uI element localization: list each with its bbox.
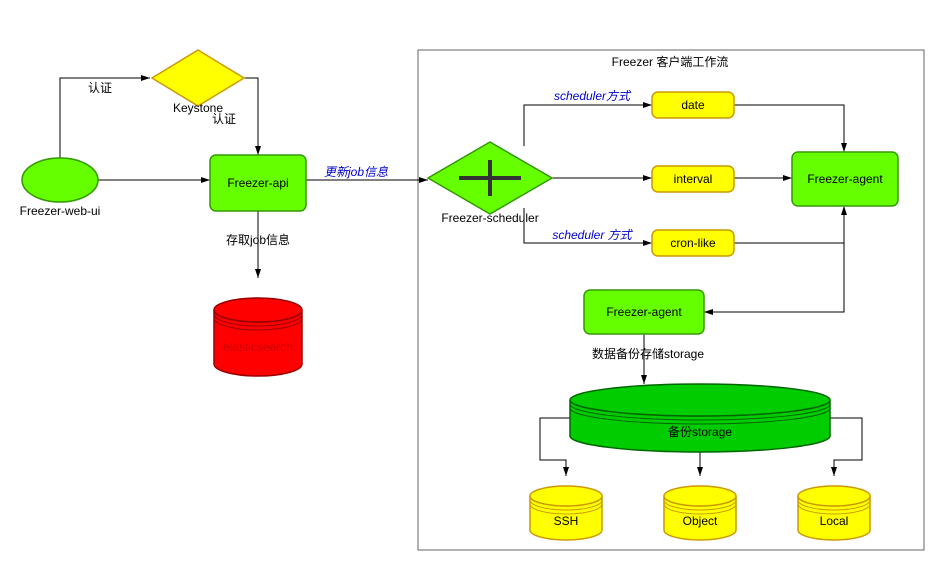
elastic-label: elasticsearch [223,340,293,354]
web_ui-label: Freezer-web-ui [20,204,101,218]
backup-label: 备份storage [668,425,732,439]
keystone-label: Keystone [173,101,223,115]
edge-label-12: 数据备份存储storage [592,346,704,361]
agent1-label: Freezer-agent [807,172,883,186]
scheduler-label: Freezer-scheduler [441,211,538,225]
node-ssh [530,486,602,540]
cronlike-label: cron-like [670,236,716,250]
edge-label-3: 存取job信息 [226,232,290,247]
interval-label: interval [674,172,713,186]
edge-label-0: 认证 [88,81,112,95]
node-web_ui [22,158,98,202]
api-label: Freezer-api [227,176,288,190]
node-backup [570,384,830,452]
edge-keystone-api [244,78,258,155]
edge-date-agent1 [734,105,844,152]
node-local [798,486,870,540]
flowchart-diagram: Freezer 客户端工作流认证认证存取job信息更新job信息schedule… [0,0,943,567]
edge-label-5: scheduler方式 [554,89,632,103]
edge-label-7: scheduler 方式 [552,228,633,242]
node-scheduler [428,142,552,214]
edge-cronlike-agent1 [734,206,844,243]
node-object [664,486,736,540]
local-label: Local [820,514,849,528]
edge-agent1-agent2 [704,206,844,312]
object-label: Object [683,514,718,528]
node-elastic [214,298,302,376]
date-label: date [681,98,705,112]
agent2-label: Freezer-agent [606,305,682,319]
edge-label-4: 更新job信息 [324,165,388,179]
edge-backup-local [830,418,862,476]
node-keystone [152,50,244,106]
edge-scheduler-date [524,105,652,146]
container-title: Freezer 客户端工作流 [612,54,729,69]
ssh-label: SSH [554,514,579,528]
edge-backup-ssh [540,418,570,476]
